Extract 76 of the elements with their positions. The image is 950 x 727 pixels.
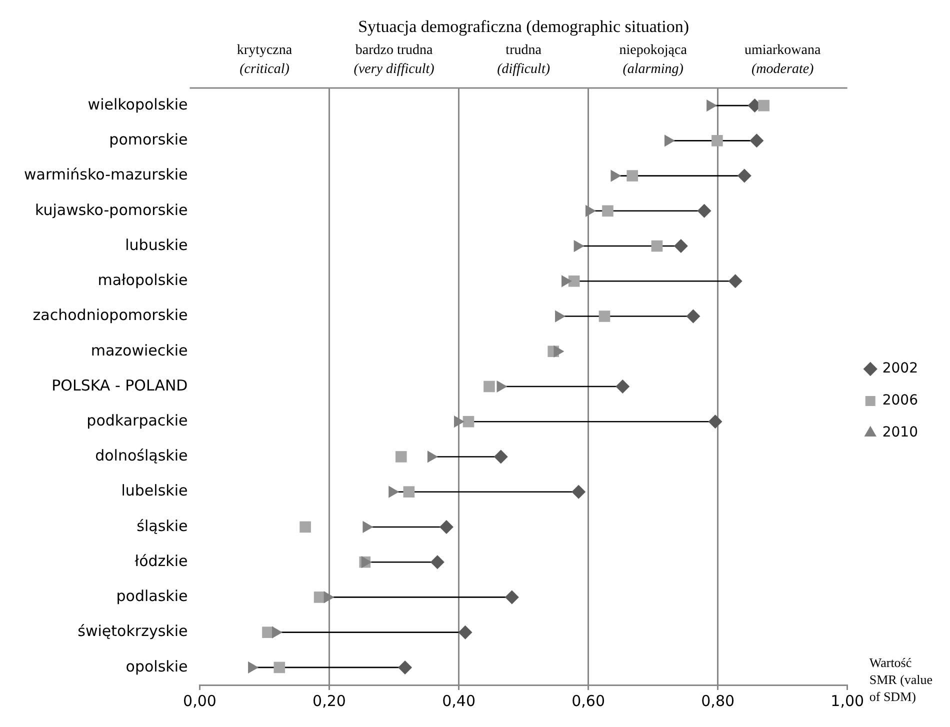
y-tick-label: wielkopolskie	[88, 95, 188, 114]
point	[314, 592, 326, 603]
legend-label: 2006	[882, 392, 918, 409]
point	[324, 591, 334, 604]
point	[395, 451, 407, 462]
point	[616, 380, 630, 394]
point	[403, 486, 415, 498]
x-tick-label: 0,80	[701, 692, 735, 710]
y-tick-label: małopolskie	[98, 271, 188, 290]
x-tick-label: 0,40	[442, 692, 476, 710]
point	[750, 134, 764, 148]
y-tick-label: lubuskie	[125, 236, 188, 254]
y-tick-label: podkarpackie	[86, 412, 188, 430]
point	[686, 309, 700, 324]
y-tick-label: śląskie	[136, 516, 188, 535]
point	[626, 170, 638, 182]
y-tick-label: mazowieckie	[90, 341, 188, 360]
point	[388, 486, 400, 498]
point	[610, 170, 622, 182]
point	[274, 662, 286, 674]
point	[398, 660, 412, 674]
y-tick-label: łódzkie	[134, 552, 188, 570]
chart-title: Sytuacja demograficzna (demographic situation)	[358, 17, 690, 36]
point	[602, 205, 614, 217]
legend-label: 2002	[882, 360, 918, 377]
y-tick-label: warmińsko-mazurskie	[24, 166, 188, 184]
point	[568, 275, 580, 287]
text: trudna (difficult)	[497, 43, 550, 77]
y-tick-label: zachodniopomorskie	[32, 306, 188, 324]
text: krytyczna (critical)	[236, 43, 293, 77]
y-tick-label: świętokrzyskie	[78, 622, 188, 640]
point	[737, 168, 752, 183]
point	[300, 521, 311, 533]
point	[572, 484, 586, 499]
point	[598, 310, 610, 322]
y-tick-label: kujawsko-pomorskie	[34, 200, 188, 219]
y-tick-label: opolskie	[126, 657, 188, 676]
y-tick-label: pomorskie	[109, 130, 188, 149]
legend-label: 2010	[882, 424, 918, 441]
point	[248, 661, 259, 674]
point	[651, 240, 663, 252]
point	[462, 416, 474, 428]
x-tick-label: 0,00	[183, 692, 216, 710]
point	[484, 380, 495, 392]
point	[697, 204, 712, 218]
point	[758, 100, 770, 112]
point	[427, 450, 438, 463]
x-tick-label: 0,60	[572, 692, 606, 710]
point	[712, 135, 723, 146]
x-tick-label: 1,00	[830, 692, 864, 710]
text: umiarkowana (moderate)	[744, 43, 822, 77]
point	[664, 134, 675, 147]
point	[585, 204, 596, 217]
point	[728, 274, 742, 288]
point	[708, 414, 722, 429]
text: bardzo trudna (very difficult)	[354, 43, 435, 77]
point	[574, 240, 584, 252]
y-tick-label: POLSKA - POLAND	[52, 376, 188, 394]
point	[458, 625, 472, 640]
point	[494, 450, 508, 464]
point	[562, 275, 572, 288]
point	[362, 520, 374, 534]
y-tick-label: lubelskie	[121, 482, 188, 500]
point	[496, 380, 508, 393]
point	[504, 590, 519, 604]
point	[674, 239, 688, 254]
point	[554, 345, 564, 358]
x-axis-title: Wartość SMR (value of SDM)	[869, 655, 933, 704]
point	[454, 416, 464, 428]
point	[272, 626, 283, 638]
y-tick-label: dolnośląskie	[95, 446, 188, 465]
y-tick-label: podlaskie	[116, 587, 188, 606]
point	[430, 555, 444, 570]
x-tick-label: 0,20	[312, 692, 346, 710]
point	[439, 520, 454, 534]
text: niepokojąca (alarming)	[619, 43, 688, 77]
